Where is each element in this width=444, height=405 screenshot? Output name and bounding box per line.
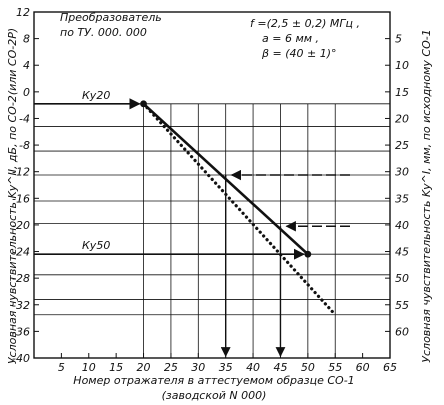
x-tick-label: 10: [82, 361, 96, 374]
x-tick-label: 50: [301, 361, 315, 374]
x-tick-label: 35: [219, 361, 233, 374]
right-tick-label: 30: [395, 166, 409, 179]
left-tick-label: 12: [16, 6, 30, 19]
x-tick-label: 30: [191, 361, 205, 374]
plot-frame: [33, 11, 391, 359]
x-tick-label: 55: [328, 361, 342, 374]
left-tick-label: -20: [12, 219, 30, 232]
left-tick-label: 0: [23, 86, 30, 99]
x-tick-label: 40: [246, 361, 260, 374]
param-depth: a = 6 мм ,: [262, 32, 319, 45]
converter-note-line-1: Преобразователь: [60, 11, 162, 24]
right-tick-label: 15: [395, 86, 409, 99]
right-tick-label: 60: [395, 325, 409, 338]
right-tick-label: 20: [395, 112, 409, 125]
converter-note-line-2: по ТУ. 000. 000: [60, 26, 147, 39]
x-tick-label: 45: [273, 361, 287, 374]
left-tick-label: 8: [23, 33, 30, 46]
x-tick-label: 15: [109, 361, 123, 374]
left-tick-label: -36: [12, 325, 30, 338]
x-tick-label: 20: [137, 361, 151, 374]
right-axis-label: Условная чувствительность Kу^I, мм, по и…: [420, 29, 433, 362]
left-tick-label: -12: [12, 166, 30, 179]
chart-series: [141, 102, 337, 317]
right-axis-ticks: 5 10 15 20 25 30 35 40 45 50 55 60: [385, 33, 409, 338]
plot-border: [33, 11, 391, 359]
left-tick-label: -40: [12, 352, 30, 365]
x-tick-label: 60: [356, 361, 370, 374]
x-tick-label: 25: [164, 361, 178, 374]
left-tick-label: -28: [12, 272, 30, 285]
x-tick-label: 5: [58, 361, 65, 374]
x-axis-label-line-1: Номер отражателя в аттестуемом образце С…: [73, 374, 354, 387]
right-tick-label: 10: [395, 59, 409, 72]
guide-lines: [34, 103, 390, 358]
marker-dot: [304, 250, 312, 258]
left-tick-label: -8: [19, 139, 30, 152]
marker-label: Ку50: [82, 239, 110, 252]
x-tick-label: 65: [383, 361, 397, 374]
x-axis-label-line-2: (заводской N 000): [162, 389, 267, 402]
marker-label: Ку20: [82, 89, 110, 102]
right-tick-label: 55: [395, 299, 409, 312]
right-tick-label: 40: [395, 219, 409, 232]
right-tick-label: 5: [395, 33, 402, 46]
right-tick-label: 50: [395, 272, 409, 285]
left-tick-label: -32: [12, 299, 30, 312]
left-axis-label: Условная чувствительность Kу^II, дБ, по …: [6, 28, 19, 364]
right-tick-label: 25: [395, 139, 409, 152]
x-axis-ticks: 5 10 15 20 25 30 35 40 45 50 55 60 65: [58, 353, 397, 374]
left-tick-label: -24: [12, 246, 30, 259]
left-axis-ticks: 12 8 4 0 -4 -8 -12 -16 -20 -24 -28 -32 -36 -40: [12, 6, 39, 365]
param-frequency: f =(2,5 ± 0,2) МГц ,: [250, 17, 360, 30]
left-tick-label: -16: [12, 192, 30, 205]
right-tick-label: 45: [395, 246, 409, 259]
example-arrows: [220, 169, 350, 357]
param-angle: β = (40 ± 1)°: [261, 47, 337, 60]
chart-markers: Ку20 Ку50: [34, 89, 312, 260]
left-tick-label: 4: [23, 59, 30, 72]
right-tick-label: 35: [395, 192, 409, 205]
marker-dot: [140, 100, 147, 108]
left-tick-label: -4: [19, 112, 30, 125]
dotted-series-line: [141, 102, 337, 317]
